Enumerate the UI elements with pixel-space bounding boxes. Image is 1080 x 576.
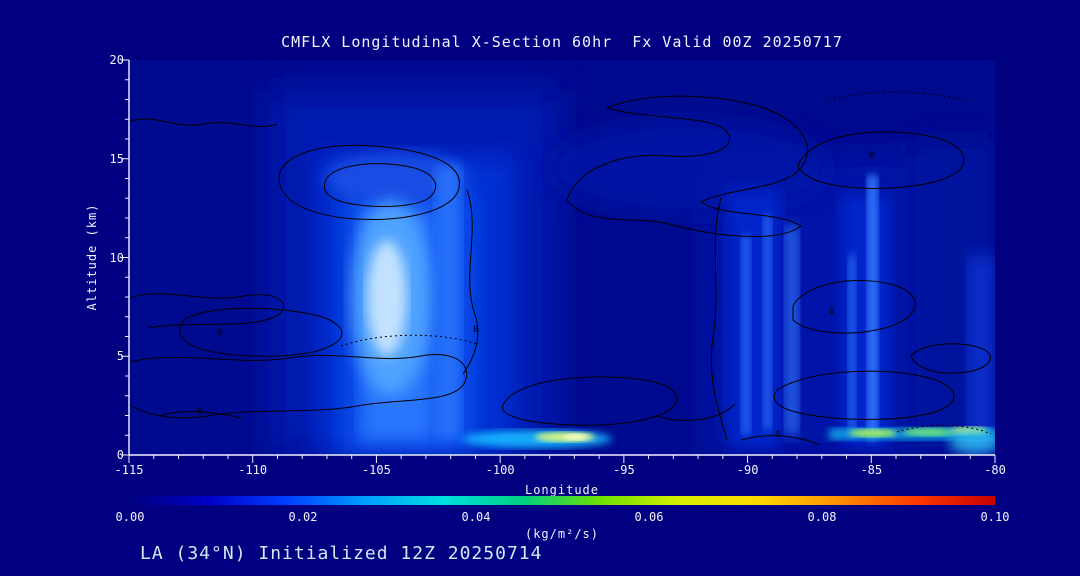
contour-label: 0: [197, 407, 202, 417]
y-tick-label: 15: [109, 151, 124, 166]
contour-label: 0: [775, 430, 780, 440]
x-tick-label: -95: [613, 463, 635, 477]
colorbar-tick-label: 0.08: [807, 510, 837, 524]
colorbar-tick-label: 0.10: [980, 510, 1010, 524]
y-tick-label: 10: [109, 250, 124, 265]
x-tick-label: -115: [114, 463, 144, 477]
flux-shading: [129, 60, 995, 455]
colorbar-units-label: (kg/m²/s): [524, 527, 600, 541]
y-axis-title: Altitude (km): [85, 203, 99, 311]
y-tick-label: 5: [116, 349, 124, 364]
colorbar-tick-label: 0.04: [461, 510, 491, 524]
contour-labels: 0 0 0 0 0 0: [197, 151, 874, 440]
colorbar-tick-label: 0.06: [634, 510, 664, 524]
colorbar-tick-label: 0.00: [115, 510, 145, 524]
y-tick-label: 20: [109, 53, 124, 67]
init-caption: LA (34°N) Initialized 12Z 20250714: [140, 543, 543, 564]
contour-label: 0: [217, 328, 222, 338]
x-tick-label: -100: [485, 463, 515, 477]
contour-label: 0: [473, 325, 478, 335]
x-tick-label: -90: [736, 463, 759, 477]
contour-lines: [129, 91, 992, 445]
colorbar-tick-label: 0.02: [288, 510, 318, 524]
x-axis-title: Longitude: [524, 483, 600, 497]
contour-label: 0: [829, 307, 834, 317]
contour-label: 0: [869, 151, 874, 161]
x-tick-label: -85: [860, 463, 883, 477]
y-tick-label: 0: [116, 448, 124, 462]
x-tick-label: -105: [361, 463, 391, 477]
cross-section-field: 0 0 0 0 0 0: [129, 60, 995, 455]
colorbar-gradient: [130, 496, 995, 505]
x-tick-label: -110: [238, 463, 268, 477]
plot-title: CMFLX Longitudinal X-Section 60hr Fx Val…: [281, 33, 843, 51]
x-tick-label: -80: [984, 463, 1006, 477]
